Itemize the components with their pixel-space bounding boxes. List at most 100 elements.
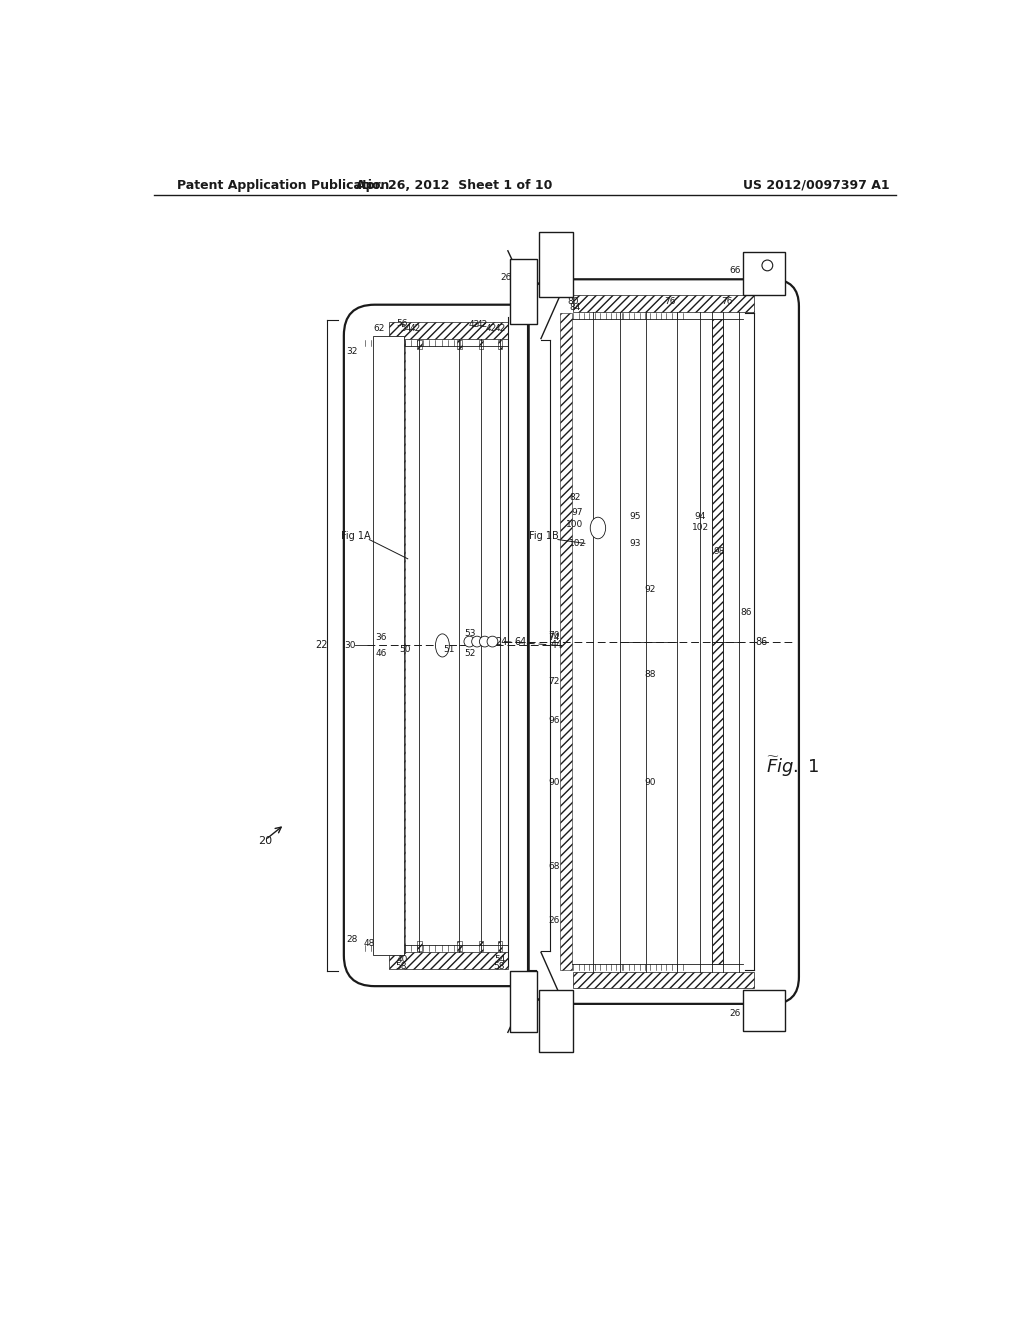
Text: 94: 94 (694, 512, 706, 521)
Text: 42: 42 (477, 321, 488, 329)
Text: 54: 54 (495, 956, 506, 965)
Text: 30: 30 (344, 642, 355, 649)
Bar (539, 231, 573, 297)
Text: 80: 80 (567, 297, 579, 306)
Text: 102: 102 (568, 539, 586, 548)
Bar (510, 970, 538, 1032)
Text: 97: 97 (571, 508, 583, 517)
Text: 42: 42 (410, 325, 421, 333)
Text: $\mathit{\widetilde{F}ig.\ 1}$: $\mathit{\widetilde{F}ig.\ 1}$ (766, 754, 819, 779)
Bar (573, 972, 755, 989)
Text: 50: 50 (399, 644, 412, 653)
Bar (526, 970, 538, 1032)
Text: 74: 74 (549, 634, 560, 643)
Bar (562, 231, 573, 297)
Text: 86: 86 (740, 609, 753, 618)
Text: US 2012/0097397 A1: US 2012/0097397 A1 (742, 178, 889, 191)
Bar (510, 970, 521, 1032)
Text: 56: 56 (396, 318, 409, 327)
Text: 98: 98 (714, 546, 725, 556)
Text: Fig 1A: Fig 1A (341, 531, 371, 541)
Text: 20: 20 (258, 836, 272, 846)
Text: 26: 26 (549, 916, 560, 925)
Text: 100: 100 (566, 520, 584, 528)
Text: 42: 42 (495, 325, 506, 333)
Text: Patent Application Publication: Patent Application Publication (177, 178, 389, 191)
Bar (510, 259, 521, 323)
Ellipse shape (435, 634, 450, 657)
Text: 26: 26 (501, 273, 512, 282)
Bar (417, 341, 422, 350)
Text: Fig 1B: Fig 1B (529, 531, 559, 541)
Text: 90: 90 (548, 777, 560, 787)
Text: 22: 22 (315, 640, 328, 651)
Bar (478, 341, 483, 350)
Text: 36: 36 (375, 634, 387, 643)
Text: 84: 84 (569, 302, 581, 312)
Bar (373, 337, 403, 954)
Text: 42: 42 (485, 325, 497, 333)
Circle shape (464, 636, 475, 647)
Bar (562, 990, 573, 1052)
Text: 82: 82 (569, 492, 581, 502)
Bar (457, 941, 462, 950)
Bar (539, 990, 573, 1052)
Bar (742, 990, 754, 1031)
Bar (510, 259, 538, 323)
Bar (742, 252, 754, 294)
Bar (388, 952, 508, 969)
Bar (742, 990, 785, 1031)
Circle shape (472, 636, 482, 647)
Circle shape (487, 636, 498, 647)
Bar (768, 990, 783, 1031)
Text: 72: 72 (549, 677, 560, 686)
Text: 24: 24 (496, 636, 508, 647)
Text: 86: 86 (756, 636, 768, 647)
Bar (457, 341, 462, 350)
Text: 58: 58 (395, 962, 407, 970)
Text: 93: 93 (629, 539, 641, 548)
Text: 102: 102 (692, 524, 709, 532)
Bar (742, 252, 785, 294)
Text: 42: 42 (468, 321, 479, 329)
Bar (498, 341, 503, 350)
Text: 96: 96 (548, 715, 560, 725)
Bar (539, 231, 550, 297)
Bar (560, 313, 571, 970)
Bar (478, 941, 483, 950)
Text: 70: 70 (548, 631, 560, 640)
Text: 58: 58 (493, 962, 505, 970)
Circle shape (479, 636, 490, 647)
Text: 26: 26 (729, 1008, 740, 1018)
Text: 53: 53 (464, 630, 476, 639)
Text: 92: 92 (645, 585, 656, 594)
Text: 40: 40 (396, 956, 408, 965)
Text: 76: 76 (664, 297, 675, 306)
FancyBboxPatch shape (344, 305, 553, 986)
Text: 68: 68 (548, 862, 560, 871)
Text: 76: 76 (722, 297, 733, 306)
Text: 44: 44 (550, 640, 562, 651)
Bar (388, 941, 393, 950)
Bar (388, 341, 393, 350)
Bar (526, 259, 538, 323)
Bar (712, 642, 724, 964)
Text: 62: 62 (374, 325, 385, 333)
Ellipse shape (590, 517, 605, 539)
Bar (539, 990, 550, 1052)
Text: 66: 66 (729, 265, 740, 275)
Text: 52: 52 (465, 648, 476, 657)
Bar (394, 341, 406, 950)
Text: 64: 64 (515, 636, 527, 647)
Text: 88: 88 (644, 669, 656, 678)
Text: Apr. 26, 2012  Sheet 1 of 10: Apr. 26, 2012 Sheet 1 of 10 (355, 178, 552, 191)
Bar (712, 319, 724, 642)
Text: 54: 54 (400, 325, 412, 333)
Bar (573, 294, 755, 312)
Bar (768, 252, 783, 294)
Text: 48: 48 (364, 939, 375, 948)
Text: 28: 28 (347, 935, 358, 944)
Bar (498, 941, 503, 950)
Bar (417, 941, 422, 950)
Text: 32: 32 (347, 347, 358, 356)
